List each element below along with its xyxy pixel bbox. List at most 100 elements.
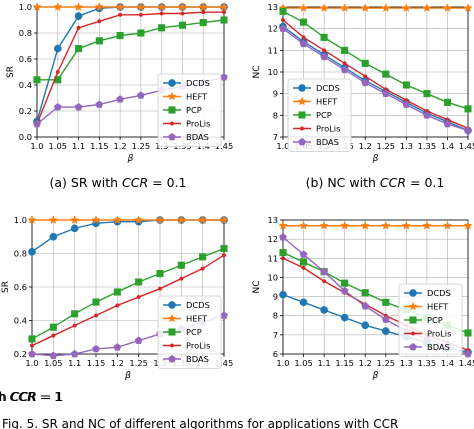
data-point [342,61,347,66]
series-prolis [29,253,227,348]
series-heft [32,2,229,11]
data-point [401,220,411,230]
legend-marker [168,301,176,309]
legend-label: DCDS [427,288,451,298]
x-tick-label: 1.0 [276,358,289,368]
legend-box [157,295,222,369]
y-tick-label: 0.2 [14,349,27,359]
data-point [32,2,42,11]
data-point [422,3,432,13]
data-point [320,33,328,41]
data-point [363,74,368,79]
data-point [464,105,472,113]
data-point [95,37,103,45]
x-tick-label: 1.35 [418,141,436,151]
x-tick-label: 1.2 [114,141,127,151]
data-point [53,102,62,111]
legend-marker [168,106,176,114]
data-point [278,220,288,230]
y-tick-label: 6 [273,349,278,359]
data-point [361,302,370,310]
y-tick-label: 1.0 [14,215,27,225]
data-point [28,335,36,343]
x-tick-label: 1.4 [441,358,454,368]
data-point [442,3,453,13]
x-tick-label: 1.05 [294,358,312,368]
y-tick-label: 8 [273,110,278,120]
y-tick-label: 0.8 [19,28,32,38]
legend-marker [409,289,417,297]
legend-box [157,73,222,147]
data-point [49,232,58,241]
data-point [91,215,101,224]
data-point [92,344,100,353]
series-heft [278,3,473,13]
x-tick-label: 1.15 [87,358,105,368]
data-point [159,11,164,16]
data-point [423,90,431,98]
x-axis-label: β [124,371,131,381]
data-point [298,3,309,13]
data-point [156,270,164,278]
data-point [135,278,143,286]
data-point [73,2,84,11]
data-point [198,2,208,11]
data-point [112,215,122,224]
x-axis-label: β [372,154,379,164]
legend-marker [408,301,418,311]
data-point [176,215,186,224]
data-point [94,2,104,11]
legend-label: BDAS [427,342,450,352]
data-point [382,298,390,306]
x-tick-label: 1.0 [30,141,43,151]
chart-panel-4: 1.0 1.05 1.1 1.15 1.2 1.25 1.3 1.35 1.4 1.45 6 7 8 9 1… [0,215,474,404]
data-point [113,343,122,351]
data-point [320,306,328,314]
caption-prefix: (b) NC with [306,175,380,190]
data-point [155,215,165,224]
data-point [322,279,327,284]
x-tick-label: 1.45 [459,358,474,368]
y-tick-label: 10 [267,67,278,77]
data-point [220,16,228,24]
series-dcds [28,216,228,256]
x-tick-label: 1.25 [129,358,147,368]
data-point [464,329,472,337]
series-heft [278,220,473,230]
legend-marker [297,96,307,106]
y-tick-label: 12 [267,24,278,34]
legend-label: HEFT [316,97,338,107]
data-point [157,286,163,291]
data-point [29,343,35,348]
data-point [27,215,37,224]
data-point [71,310,79,318]
data-point [75,45,83,53]
data-point [74,102,83,111]
data-point [279,7,287,15]
data-point [28,247,36,256]
data-point [381,327,390,335]
y-axis-label: NC [252,65,262,78]
caption-value: = 0.1 [406,175,444,190]
y-axis-label: NC [252,280,262,293]
legend-label: PCP [186,105,202,115]
chart-panels: 1.0 1.05 1.1 1.15 1.2 1.25 1.3 1.35 1.4 1.45 0.0 0.… [0,2,474,404]
data-point [300,258,308,266]
legend-marker [409,316,417,324]
data-point [93,313,99,318]
data-point [464,126,472,134]
x-tick-label: 1.25 [377,141,395,151]
x-tick-label: 1.2 [359,141,372,151]
x-tick-label: 1.3 [400,358,413,368]
data-point [360,220,370,230]
series-bdas [279,24,472,134]
data-point [177,2,188,11]
legend-marker [169,121,175,126]
legend: DCDS HEFT PCP ProLis BDAS [157,73,222,147]
data-point [70,215,80,224]
caption-value: = 1 [37,389,63,404]
data-point [33,76,41,84]
data-point [341,46,349,54]
data-point [341,279,349,287]
